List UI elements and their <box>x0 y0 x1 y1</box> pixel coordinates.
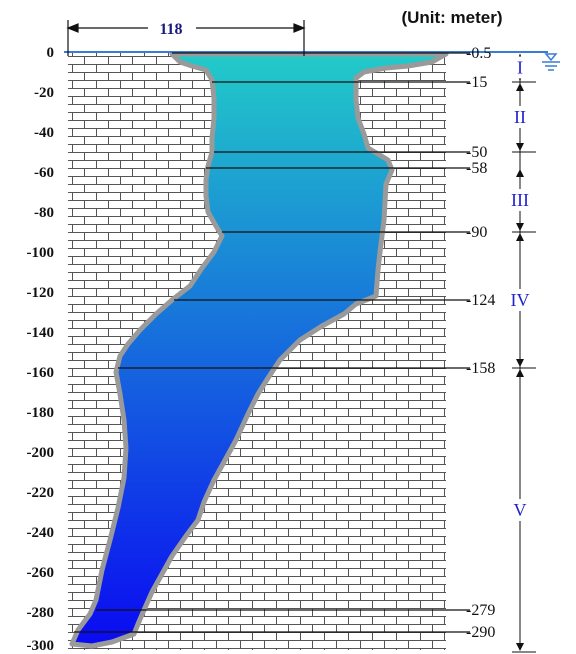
zone-arrow-up-icon <box>516 233 524 241</box>
y-tick-label: -260 <box>27 565 55 581</box>
depth-marker-label: -290 <box>466 624 495 641</box>
zone-arrow-up-icon <box>516 83 524 91</box>
y-tick-label: -160 <box>27 365 55 381</box>
zone-label: V <box>514 500 527 520</box>
width-label: 118 <box>159 21 182 38</box>
water-level-icon <box>542 53 560 71</box>
unit-label: (Unit: meter) <box>401 8 502 27</box>
y-tick-label: -20 <box>34 85 54 101</box>
depth-marker-label: -124 <box>466 292 495 309</box>
zone-label-bg <box>512 499 528 521</box>
depth-marker-label: -15 <box>466 74 487 91</box>
depth-marker-label: -58 <box>466 160 487 177</box>
zone-label-bg <box>512 106 528 128</box>
y-tick-label: -240 <box>27 525 55 541</box>
zone-label-bg <box>512 56 528 79</box>
zone-label: II <box>514 107 526 127</box>
zone-label-bg <box>512 289 528 311</box>
y-tick-label: -60 <box>34 165 54 181</box>
depth-marker-label: -50 <box>466 144 487 161</box>
depth-marker-label: -279 <box>466 602 495 619</box>
y-tick-label: -120 <box>27 285 55 301</box>
y-tick-label: -300 <box>27 638 55 654</box>
y-tick-label: -180 <box>27 405 55 421</box>
y-tick-label: -40 <box>34 125 54 141</box>
y-tick-label: -220 <box>27 485 55 501</box>
zone-label: IV <box>511 290 530 310</box>
zone-arrow-down-icon <box>516 223 524 231</box>
zone-label: III <box>511 190 529 210</box>
depth-marker-label: -90 <box>466 224 487 241</box>
width-dimension <box>66 20 306 56</box>
y-axis-ticks: 0 -20 -40 -60 -80 -100 -120 -140 -160 -180 -200 -22… <box>27 45 55 654</box>
zone-label-bg <box>512 189 528 211</box>
zone-arrow-up-icon <box>516 169 524 177</box>
depth-marker-label: -0.5 <box>466 45 491 62</box>
zone-arrow-down-icon <box>516 643 524 651</box>
depth-marker-label: -158 <box>466 360 495 377</box>
y-tick-label: -280 <box>27 605 55 621</box>
y-tick-label: -100 <box>27 245 55 261</box>
zone-arrow-down-icon <box>516 143 524 151</box>
y-tick-label: 0 <box>47 45 55 61</box>
zone-arrow-up-icon <box>516 369 524 377</box>
zone-arrow-down-icon <box>516 359 524 367</box>
y-tick-label: -80 <box>34 205 54 221</box>
depth-markers: -0.5 -15 -50-58 -90 -124 -158 -279 -290 <box>74 45 495 641</box>
y-tick-label: -200 <box>27 445 55 461</box>
zone-label: I <box>517 58 523 78</box>
water-shaft <box>69 51 449 649</box>
y-tick-label: -140 <box>27 325 55 341</box>
